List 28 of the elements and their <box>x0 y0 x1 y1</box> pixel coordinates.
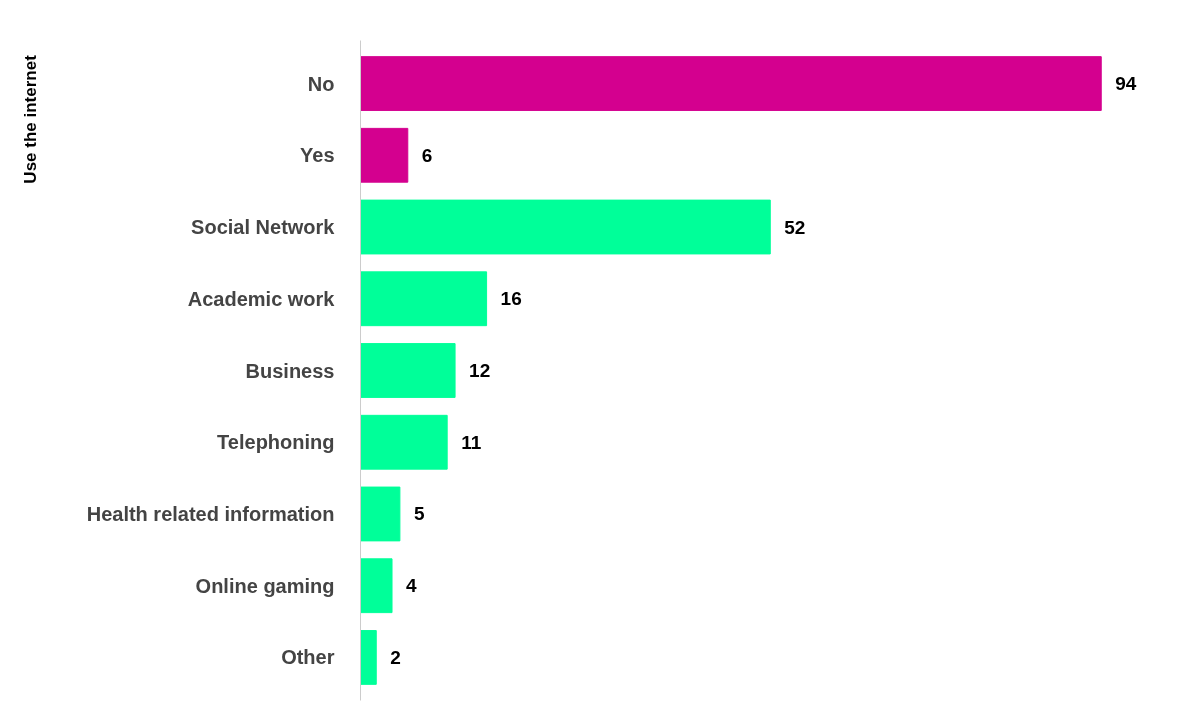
y-tick-label: Business <box>245 359 335 382</box>
data-label: 52 <box>784 216 806 238</box>
data-label: 2 <box>390 646 401 668</box>
y-tick-label: Social Network <box>191 216 336 239</box>
bar <box>360 343 456 398</box>
bar <box>360 558 393 614</box>
y-tick-label: Online gaming <box>195 574 335 597</box>
text: Use the internet <box>21 54 40 184</box>
y-tick-label: Academic work <box>187 287 336 310</box>
bar <box>360 127 409 183</box>
bar <box>360 630 377 685</box>
bar <box>360 199 771 255</box>
y-tick-label: No <box>307 72 335 95</box>
data-label: 16 <box>500 288 522 310</box>
y-tick-label: Yes <box>300 144 335 167</box>
data-label: 94 <box>1115 73 1137 95</box>
data-label: 4 <box>406 575 418 597</box>
bar <box>360 414 448 470</box>
y-tick-label: Telephoning <box>217 431 335 454</box>
bar <box>360 56 1102 111</box>
data-label: 12 <box>469 360 491 381</box>
data-label: 11 <box>461 431 482 453</box>
data-label: 6 <box>421 144 433 166</box>
y-tick-label: Other <box>281 646 335 669</box>
data-label: 5 <box>413 503 425 525</box>
bar <box>360 486 401 542</box>
y-tick-label: Health related information <box>86 502 335 525</box>
bar <box>360 271 488 327</box>
